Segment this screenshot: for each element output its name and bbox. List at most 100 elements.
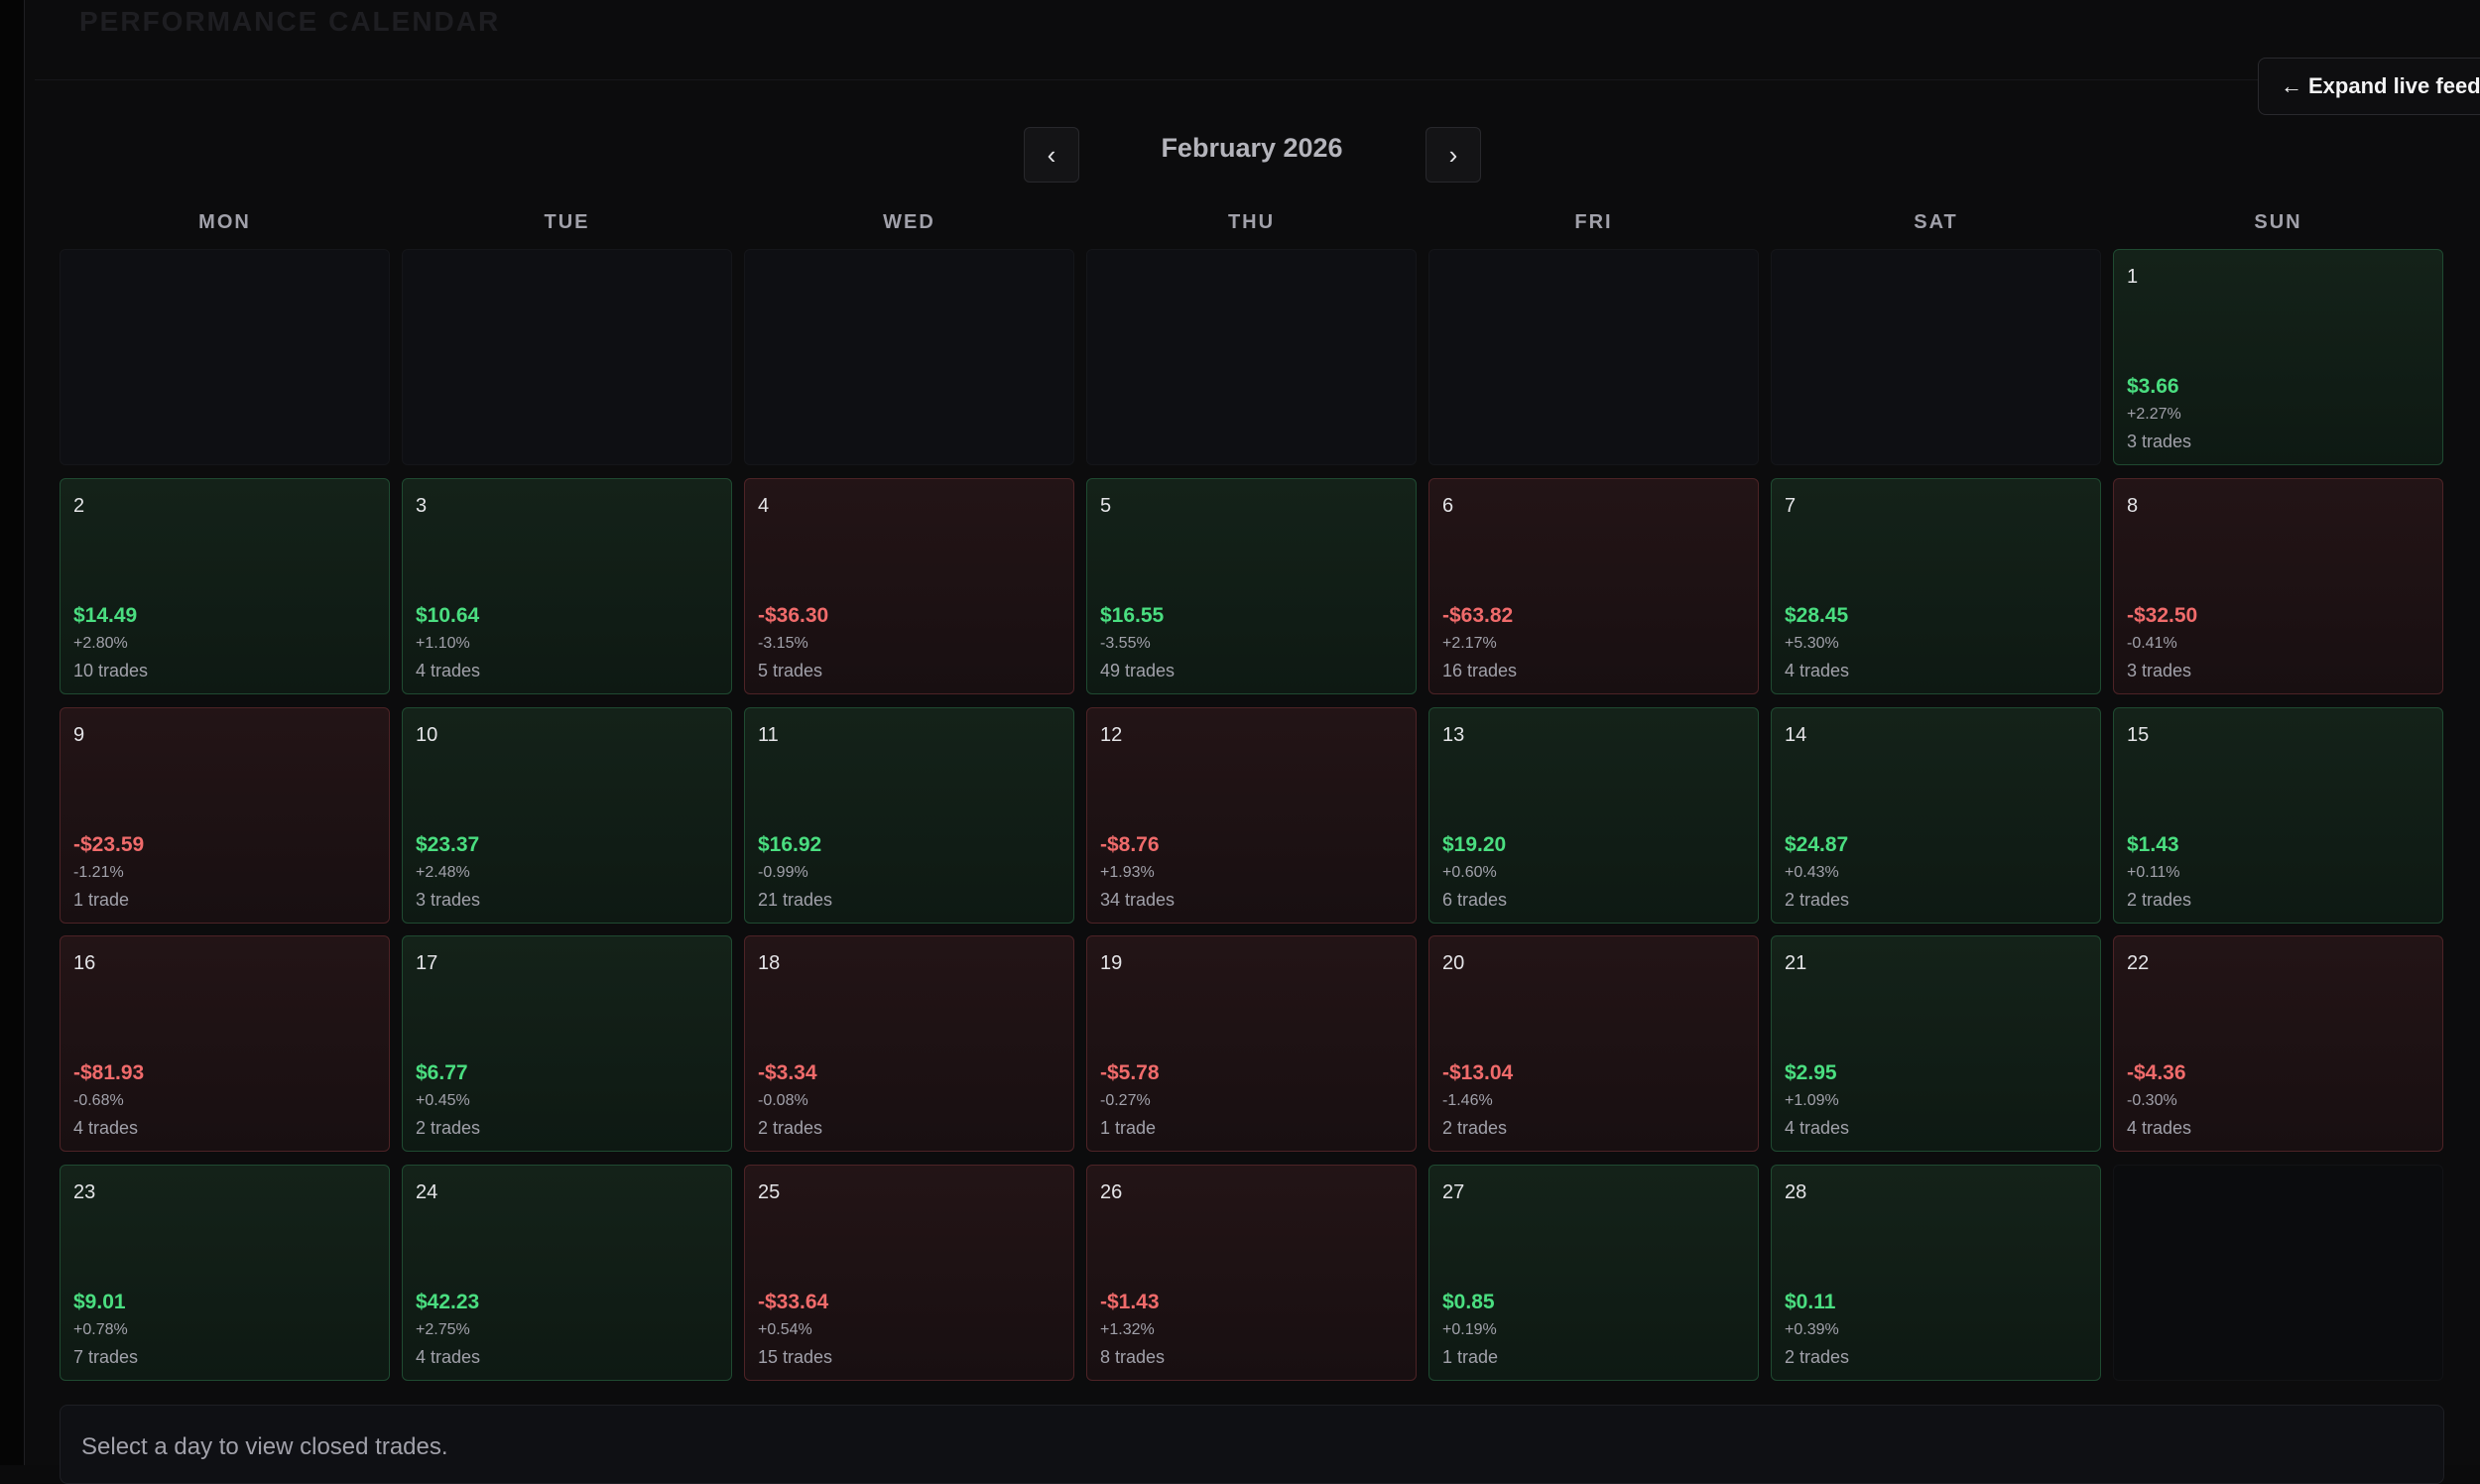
day-return-percent: +2.27%: [2127, 406, 2181, 423]
day-pnl: $0.85: [1442, 1291, 1495, 1313]
day-trade-count: 4 trades: [73, 1118, 139, 1138]
day-trade-count: 21 trades: [758, 890, 833, 910]
day-trade-count: 10 trades: [73, 661, 149, 680]
calendar-day-cell[interactable]: 16 -$81.93 -0.68% 4 trades: [60, 935, 390, 1152]
day-pnl: -$13.04: [1442, 1061, 1514, 1084]
day-pnl: $24.87: [1785, 833, 1849, 856]
day-return-percent: +2.48%: [416, 864, 470, 881]
calendar-empty-cell: [1428, 249, 1759, 465]
day-number: 18: [758, 952, 781, 974]
day-return-percent: -0.27%: [1100, 1092, 1151, 1109]
calendar-day-cell[interactable]: 8 -$32.50 -0.41% 3 trades: [2113, 478, 2443, 694]
day-pnl: $10.64: [416, 604, 480, 627]
left-rail: [0, 0, 25, 1465]
day-number: 7: [1785, 495, 1797, 517]
day-return-percent: +1.93%: [1100, 864, 1155, 881]
calendar-day-cell[interactable]: 18 -$3.34 -0.08% 2 trades: [744, 935, 1074, 1152]
calendar-day-cell[interactable]: 10 $23.37 +2.48% 3 trades: [402, 707, 732, 924]
day-trade-count: 1 trade: [1100, 1118, 1157, 1138]
day-trade-count: 15 trades: [758, 1347, 833, 1367]
calendar-day-cell[interactable]: 21 $2.95 +1.09% 4 trades: [1771, 935, 2101, 1152]
day-trade-count: 3 trades: [2127, 432, 2192, 451]
day-trade-count: 4 trades: [1785, 1118, 1850, 1138]
day-number: 24: [416, 1181, 438, 1203]
day-trade-count: 4 trades: [416, 661, 481, 680]
calendar-empty-cell: [402, 249, 732, 465]
day-pnl: $16.55: [1100, 604, 1165, 627]
calendar-day-cell[interactable]: 22 -$4.36 -0.30% 4 trades: [2113, 935, 2443, 1152]
day-return-percent: -3.55%: [1100, 635, 1151, 652]
day-number: 11: [758, 724, 779, 746]
chevron-right-icon: ›: [1448, 139, 1458, 170]
calendar-day-cell[interactable]: 2 $14.49 +2.80% 10 trades: [60, 478, 390, 694]
day-return-percent: +1.32%: [1100, 1321, 1155, 1338]
calendar-day-cell[interactable]: 12 -$8.76 +1.93% 34 trades: [1086, 707, 1417, 924]
day-number: 15: [2127, 724, 2150, 746]
calendar-day-cell[interactable]: 14 $24.87 +0.43% 2 trades: [1771, 707, 2101, 924]
arrow-left-icon: ←: [2281, 73, 2302, 98]
calendar-day-cell[interactable]: 20 -$13.04 -1.46% 2 trades: [1428, 935, 1759, 1152]
day-number: 26: [1100, 1181, 1123, 1203]
day-return-percent: +2.17%: [1442, 635, 1497, 652]
weekday-label: SAT: [1914, 211, 1958, 233]
day-return-percent: +0.54%: [758, 1321, 812, 1338]
expand-live-feed-label: Expand live feed: [2308, 73, 2480, 98]
day-trade-count: 5 trades: [758, 661, 823, 680]
day-pnl: $9.01: [73, 1291, 126, 1313]
calendar-day-cell[interactable]: 3 $10.64 +1.10% 4 trades: [402, 478, 732, 694]
day-return-percent: +5.30%: [1785, 635, 1839, 652]
prev-month-button[interactable]: ‹: [1024, 127, 1079, 183]
day-number: 20: [1442, 952, 1465, 974]
calendar-day-cell[interactable]: 17 $6.77 +0.45% 2 trades: [402, 935, 732, 1152]
calendar-day-cell[interactable]: 19 -$5.78 -0.27% 1 trade: [1086, 935, 1417, 1152]
day-return-percent: -0.99%: [758, 864, 808, 881]
calendar-day-cell[interactable]: 5 $16.55 -3.55% 49 trades: [1086, 478, 1417, 694]
day-pnl: -$63.82: [1442, 604, 1514, 627]
day-trade-count: 2 trades: [2127, 890, 2192, 910]
day-trade-count: 49 trades: [1100, 661, 1176, 680]
calendar-day-cell[interactable]: 23 $9.01 +0.78% 7 trades: [60, 1165, 390, 1381]
day-return-percent: +0.45%: [416, 1092, 470, 1109]
day-return-percent: -0.08%: [758, 1092, 808, 1109]
day-trade-count: 1 trade: [73, 890, 130, 910]
calendar-day-cell[interactable]: 4 -$36.30 -3.15% 5 trades: [744, 478, 1074, 694]
day-pnl: $3.66: [2127, 375, 2179, 398]
day-number: 13: [1442, 724, 1465, 746]
next-month-button[interactable]: ›: [1426, 127, 1481, 183]
day-number: 12: [1100, 724, 1123, 746]
day-return-percent: -1.21%: [73, 864, 124, 881]
day-pnl: $14.49: [73, 604, 138, 627]
calendar-day-cell[interactable]: 15 $1.43 +0.11% 2 trades: [2113, 707, 2443, 924]
day-pnl: $2.95: [1785, 1061, 1837, 1084]
calendar-day-cell[interactable]: 25 -$33.64 +0.54% 15 trades: [744, 1165, 1074, 1381]
calendar-day-cell[interactable]: 7 $28.45 +5.30% 4 trades: [1771, 478, 2101, 694]
calendar-day-cell[interactable]: 1 $3.66 +2.27% 3 trades: [2113, 249, 2443, 465]
calendar-empty-cell: [744, 249, 1074, 465]
day-return-percent: +1.09%: [1785, 1092, 1839, 1109]
day-number: 17: [416, 952, 438, 974]
day-return-percent: +0.43%: [1785, 864, 1839, 881]
day-trade-count: 3 trades: [2127, 661, 2192, 680]
day-return-percent: -3.15%: [758, 635, 808, 652]
day-trade-count: 2 trades: [416, 1118, 481, 1138]
day-pnl: -$33.64: [758, 1291, 829, 1313]
day-trade-count: 4 trades: [416, 1347, 481, 1367]
day-number: 3: [416, 495, 428, 517]
chevron-left-icon: ‹: [1047, 139, 1056, 170]
calendar-day-cell[interactable]: 6 -$63.82 +2.17% 16 trades: [1428, 478, 1759, 694]
calendar-day-cell[interactable]: 28 $0.11 +0.39% 2 trades: [1771, 1165, 2101, 1381]
calendar-day-cell[interactable]: 26 -$1.43 +1.32% 8 trades: [1086, 1165, 1417, 1381]
calendar-day-cell[interactable]: 9 -$23.59 -1.21% 1 trade: [60, 707, 390, 924]
calendar-day-cell[interactable]: 27 $0.85 +0.19% 1 trade: [1428, 1165, 1759, 1381]
calendar-day-cell[interactable]: 13 $19.20 +0.60% 6 trades: [1428, 707, 1759, 924]
day-return-percent: +0.60%: [1442, 864, 1497, 881]
expand-live-feed-button[interactable]: ← Expand live feed: [2258, 58, 2480, 115]
day-return-percent: -0.30%: [2127, 1092, 2177, 1109]
day-trade-count: 2 trades: [1442, 1118, 1508, 1138]
calendar-day-cell[interactable]: 24 $42.23 +2.75% 4 trades: [402, 1165, 732, 1381]
day-number: 1: [2127, 266, 2139, 288]
day-trade-count: 2 trades: [1785, 1347, 1850, 1367]
day-number: 16: [73, 952, 96, 974]
calendar-day-cell[interactable]: 11 $16.92 -0.99% 21 trades: [744, 707, 1074, 924]
day-pnl: $6.77: [416, 1061, 468, 1084]
